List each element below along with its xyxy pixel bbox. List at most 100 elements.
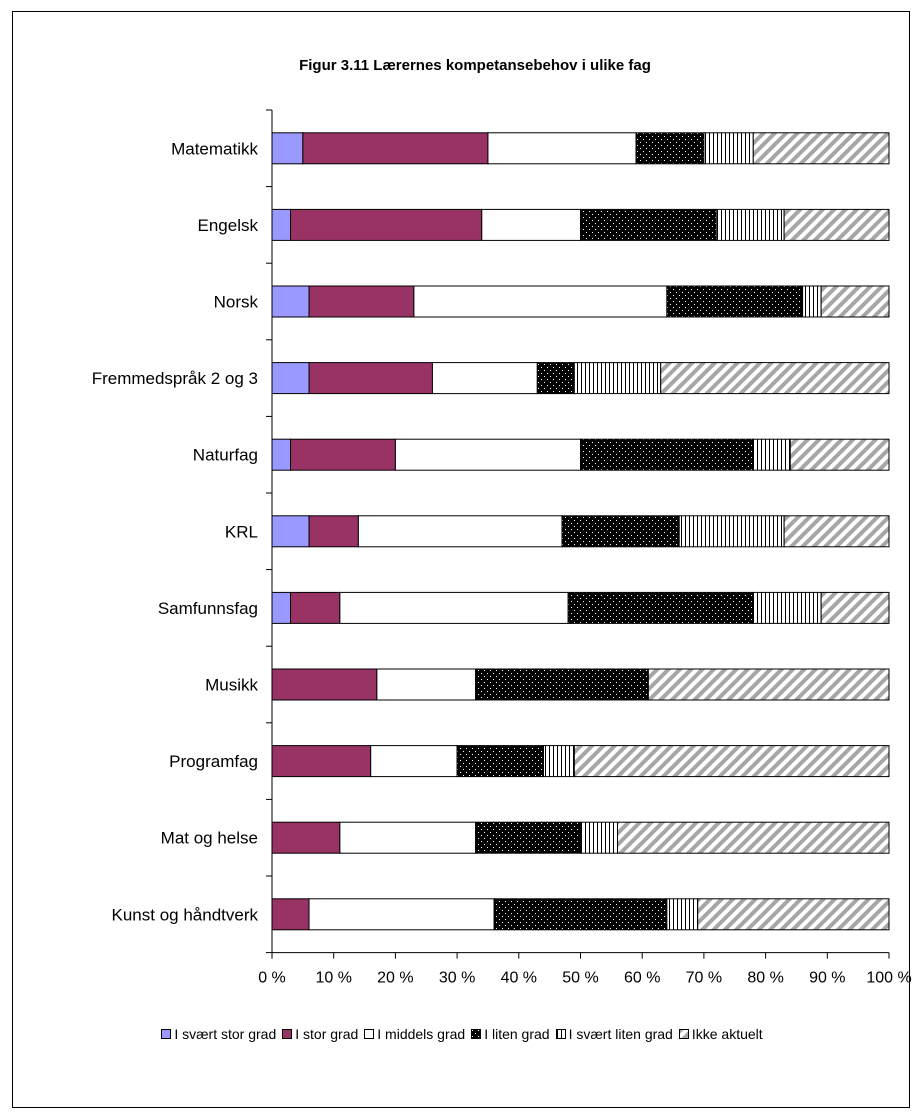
x-tick-label: 100 % <box>866 970 911 987</box>
bar-mat-og-helse-i-middels-grad <box>339 821 477 854</box>
bar-samfunnsfag-i-svært-stor-grad <box>271 591 292 624</box>
bar-kunst-og-håndtverk-ikke-aktuelt <box>697 898 890 931</box>
category-label: Matematikk <box>171 139 258 158</box>
bar-kunst-og-håndtverk-i-stor-grad <box>271 898 310 931</box>
bar-naturfag-i-middels-grad <box>394 438 581 471</box>
bar-musikk-i-liten-grad <box>475 668 649 701</box>
category-label: KRL <box>225 522 258 541</box>
legend-item-i-middels-grad: I middels grad <box>364 1026 465 1042</box>
bar-musikk-i-stor-grad <box>271 668 378 701</box>
legend-item-ikke-aktuelt: Ikke aktuelt <box>678 1026 763 1042</box>
bar-krl-ikke-aktuelt <box>783 515 890 548</box>
bar-mat-og-helse-i-liten-grad <box>475 821 581 854</box>
legend-item-i-svært-stor-grad: I svært stor grad <box>161 1026 276 1042</box>
bar-krl-i-svært-stor-grad <box>271 515 310 548</box>
bar-matematikk-i-svært-liten-grad <box>703 132 754 165</box>
bar-naturfag-ikke-aktuelt <box>789 438 890 471</box>
category-label: Naturfag <box>193 446 258 465</box>
bar-engelsk-i-middels-grad <box>481 208 581 241</box>
bar-fremmedspråk-2-og-3-i-stor-grad <box>308 362 433 395</box>
bar-fremmedspråk-2-og-3-i-liten-grad <box>536 362 575 395</box>
legend-label: I middels grad <box>377 1026 466 1042</box>
chart-legend: I svært stor grad I stor grad I middels gr… <box>0 1026 924 1042</box>
bar-samfunnsfag-i-middels-grad <box>339 591 569 624</box>
bar-matematikk-ikke-aktuelt <box>752 132 890 165</box>
legend-swatch <box>161 1029 172 1039</box>
legend-item-i-liten-grad: I liten grad <box>471 1026 550 1042</box>
category-label: Samfunnsfag <box>158 599 258 618</box>
x-tick-label: 0 % <box>258 970 286 987</box>
bar-samfunnsfag-ikke-aktuelt <box>820 591 890 624</box>
bar-kunst-og-håndtverk-i-middels-grad <box>308 898 495 931</box>
bar-engelsk-ikke-aktuelt <box>783 208 890 241</box>
bar-mat-og-helse-ikke-aktuelt <box>617 821 890 854</box>
bar-musikk-ikke-aktuelt <box>647 668 890 701</box>
bar-samfunnsfag-i-svært-liten-grad <box>752 591 822 624</box>
bar-fremmedspråk-2-og-3-ikke-aktuelt <box>660 362 890 395</box>
bar-programfag-i-svært-liten-grad <box>542 745 575 778</box>
legend-item-i-stor-grad: I stor grad <box>282 1026 358 1042</box>
legend-swatch <box>678 1029 689 1039</box>
bar-engelsk-i-svært-stor-grad <box>271 208 292 241</box>
x-tick-label: 20 % <box>377 970 413 987</box>
x-tick-label: 70 % <box>686 970 722 987</box>
bar-matematikk-i-liten-grad <box>635 132 705 165</box>
bar-kunst-og-håndtverk-i-svært-liten-grad <box>666 898 699 931</box>
legend-swatch <box>471 1029 482 1039</box>
x-tick-label: 50 % <box>562 970 598 987</box>
bar-fremmedspråk-2-og-3-i-svært-stor-grad <box>271 362 310 395</box>
bar-fremmedspråk-2-og-3-i-svært-liten-grad <box>573 362 662 395</box>
legend-item-i-svært-liten-grad: I svært liten grad <box>555 1026 673 1042</box>
category-label: Mat og helse <box>161 829 258 848</box>
bar-engelsk-i-liten-grad <box>580 208 717 241</box>
category-label: Norsk <box>214 293 259 312</box>
bar-matematikk-i-svært-stor-grad <box>271 132 304 165</box>
category-label: Programfag <box>169 752 258 771</box>
category-label: Musikk <box>205 676 258 695</box>
chart-title: Figur 3.11 Lærernes kompetansebehov i ul… <box>299 57 651 74</box>
bar-naturfag-i-svært-liten-grad <box>752 438 791 471</box>
legend-label: I svært stor grad <box>174 1026 277 1042</box>
category-label: Engelsk <box>198 216 259 235</box>
bar-norsk-i-svært-stor-grad <box>271 285 310 318</box>
bar-krl-i-stor-grad <box>308 515 359 548</box>
bar-matematikk-i-stor-grad <box>302 132 489 165</box>
legend-swatch <box>282 1029 293 1039</box>
bar-norsk-i-svært-liten-grad <box>802 285 822 318</box>
bar-fremmedspråk-2-og-3-i-middels-grad <box>431 362 538 395</box>
bar-norsk-ikke-aktuelt <box>820 285 890 318</box>
bar-krl-i-svært-liten-grad <box>678 515 785 548</box>
legend-label: I stor grad <box>295 1026 359 1042</box>
bar-norsk-i-liten-grad <box>666 285 804 318</box>
category-label: Fremmedspråk 2 og 3 <box>92 369 258 388</box>
chart-plot: Matematikk Engelsk Norsk Fremmedspråk 2 og … <box>92 109 912 987</box>
bar-programfag-i-stor-grad <box>271 745 372 778</box>
bar-programfag-i-middels-grad <box>370 745 458 778</box>
bar-norsk-i-stor-grad <box>308 285 415 318</box>
bar-engelsk-i-stor-grad <box>290 208 483 241</box>
x-tick-label: 90 % <box>809 970 845 987</box>
legend-swatch <box>364 1029 375 1039</box>
bar-engelsk-i-svært-liten-grad <box>715 208 785 241</box>
legend-label: I liten grad <box>484 1026 550 1042</box>
bar-naturfag-i-svært-stor-grad <box>271 438 292 471</box>
legend-swatch <box>555 1029 566 1039</box>
x-tick-label: 80 % <box>747 970 783 987</box>
bar-samfunnsfag-i-stor-grad <box>290 591 341 624</box>
x-tick-label: 40 % <box>501 970 537 987</box>
bar-mat-og-helse-i-stor-grad <box>271 821 341 854</box>
bar-samfunnsfag-i-liten-grad <box>567 591 754 624</box>
bar-kunst-og-håndtverk-i-liten-grad <box>493 898 668 931</box>
bar-krl-i-liten-grad <box>561 515 680 548</box>
bar-naturfag-i-liten-grad <box>580 438 754 471</box>
bar-matematikk-i-middels-grad <box>487 132 637 165</box>
bar-krl-i-middels-grad <box>357 515 563 548</box>
bar-programfag-i-liten-grad <box>456 745 544 778</box>
bar-norsk-i-middels-grad <box>413 285 668 318</box>
bar-naturfag-i-stor-grad <box>290 438 396 471</box>
bar-mat-og-helse-i-svært-liten-grad <box>580 821 619 854</box>
x-tick-label: 10 % <box>315 970 351 987</box>
bar-musikk-i-middels-grad <box>376 668 477 701</box>
bar-programfag-ikke-aktuelt <box>573 745 890 778</box>
x-tick-label: 60 % <box>624 970 660 987</box>
